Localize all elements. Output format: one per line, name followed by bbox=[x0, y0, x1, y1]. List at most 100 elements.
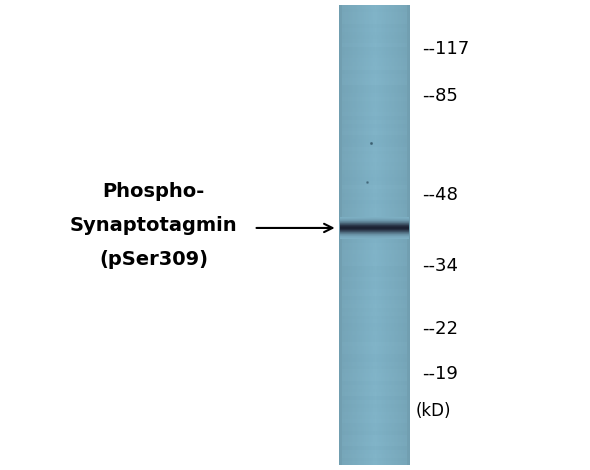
Text: Phospho-: Phospho- bbox=[102, 182, 205, 201]
Bar bbox=[376, 5, 377, 465]
Bar bbox=[342, 269, 407, 274]
Bar bbox=[342, 135, 407, 139]
Bar bbox=[342, 312, 407, 316]
Bar bbox=[397, 5, 398, 465]
Bar bbox=[404, 5, 405, 465]
Bar bbox=[342, 243, 407, 246]
Bar bbox=[342, 47, 407, 51]
Bar bbox=[343, 5, 344, 465]
Bar bbox=[385, 5, 386, 465]
Bar bbox=[342, 292, 407, 297]
Bar bbox=[360, 5, 362, 465]
Bar bbox=[349, 5, 350, 465]
Bar bbox=[342, 407, 407, 412]
Bar bbox=[342, 362, 407, 366]
Bar bbox=[365, 5, 366, 465]
Bar bbox=[342, 51, 407, 55]
Bar bbox=[395, 5, 396, 465]
Bar bbox=[342, 97, 407, 101]
Bar bbox=[342, 158, 407, 162]
Bar bbox=[342, 70, 407, 74]
Bar bbox=[366, 5, 368, 465]
Bar bbox=[342, 462, 407, 465]
Bar bbox=[384, 5, 385, 465]
Bar bbox=[368, 5, 369, 465]
Bar bbox=[342, 193, 407, 196]
Bar bbox=[396, 5, 397, 465]
Bar bbox=[350, 5, 351, 465]
Bar bbox=[342, 366, 407, 369]
Bar bbox=[342, 404, 407, 407]
Bar bbox=[342, 124, 407, 127]
Bar bbox=[342, 147, 407, 150]
Bar bbox=[381, 5, 382, 465]
Bar bbox=[342, 281, 407, 285]
Bar bbox=[342, 89, 407, 93]
Bar bbox=[394, 5, 395, 465]
Bar bbox=[342, 254, 407, 258]
Bar bbox=[342, 258, 407, 262]
Bar bbox=[342, 373, 407, 377]
Bar bbox=[342, 28, 407, 31]
Bar bbox=[342, 78, 407, 81]
Bar bbox=[342, 308, 407, 312]
Bar bbox=[342, 396, 407, 400]
Bar bbox=[342, 439, 407, 442]
Bar bbox=[342, 185, 407, 189]
Bar bbox=[342, 12, 407, 16]
Bar bbox=[342, 74, 407, 78]
Bar bbox=[342, 204, 407, 208]
Bar bbox=[399, 5, 401, 465]
Bar bbox=[342, 454, 407, 458]
Bar bbox=[346, 5, 348, 465]
Bar bbox=[391, 5, 392, 465]
Bar bbox=[342, 139, 407, 143]
Bar bbox=[342, 35, 407, 39]
Bar bbox=[340, 5, 342, 465]
Text: (kD): (kD) bbox=[416, 402, 451, 420]
Bar bbox=[342, 392, 407, 396]
Bar bbox=[370, 5, 371, 465]
Bar bbox=[342, 58, 407, 63]
Bar bbox=[342, 423, 407, 427]
Bar bbox=[342, 316, 407, 320]
Bar bbox=[342, 104, 407, 109]
Bar bbox=[342, 66, 407, 70]
Bar bbox=[351, 5, 352, 465]
Bar bbox=[342, 251, 407, 254]
Bar bbox=[401, 5, 402, 465]
Bar bbox=[364, 5, 365, 465]
Bar bbox=[402, 5, 403, 465]
Bar bbox=[342, 127, 407, 131]
Bar bbox=[342, 150, 407, 154]
Text: (pSer309): (pSer309) bbox=[99, 250, 208, 269]
Bar bbox=[342, 415, 407, 419]
Bar bbox=[342, 219, 407, 223]
Bar bbox=[342, 173, 407, 177]
Bar bbox=[390, 5, 391, 465]
Bar bbox=[342, 196, 407, 200]
Bar bbox=[342, 427, 407, 431]
Bar bbox=[389, 5, 390, 465]
Bar bbox=[342, 231, 407, 235]
Bar bbox=[382, 5, 383, 465]
Bar bbox=[371, 5, 372, 465]
Bar bbox=[342, 331, 407, 335]
Bar bbox=[342, 285, 407, 289]
Bar bbox=[342, 16, 407, 20]
Bar bbox=[342, 431, 407, 435]
Bar bbox=[357, 5, 358, 465]
Bar bbox=[342, 262, 407, 266]
Bar bbox=[342, 335, 407, 338]
Bar bbox=[342, 181, 407, 185]
Text: Synaptotagmin: Synaptotagmin bbox=[70, 216, 237, 235]
Bar bbox=[342, 450, 407, 454]
Bar bbox=[342, 320, 407, 323]
Bar bbox=[373, 5, 375, 465]
Text: --19: --19 bbox=[422, 365, 458, 383]
Bar bbox=[342, 458, 407, 462]
Bar bbox=[342, 55, 407, 58]
Bar bbox=[342, 377, 407, 381]
Bar bbox=[348, 5, 349, 465]
Bar bbox=[369, 5, 370, 465]
